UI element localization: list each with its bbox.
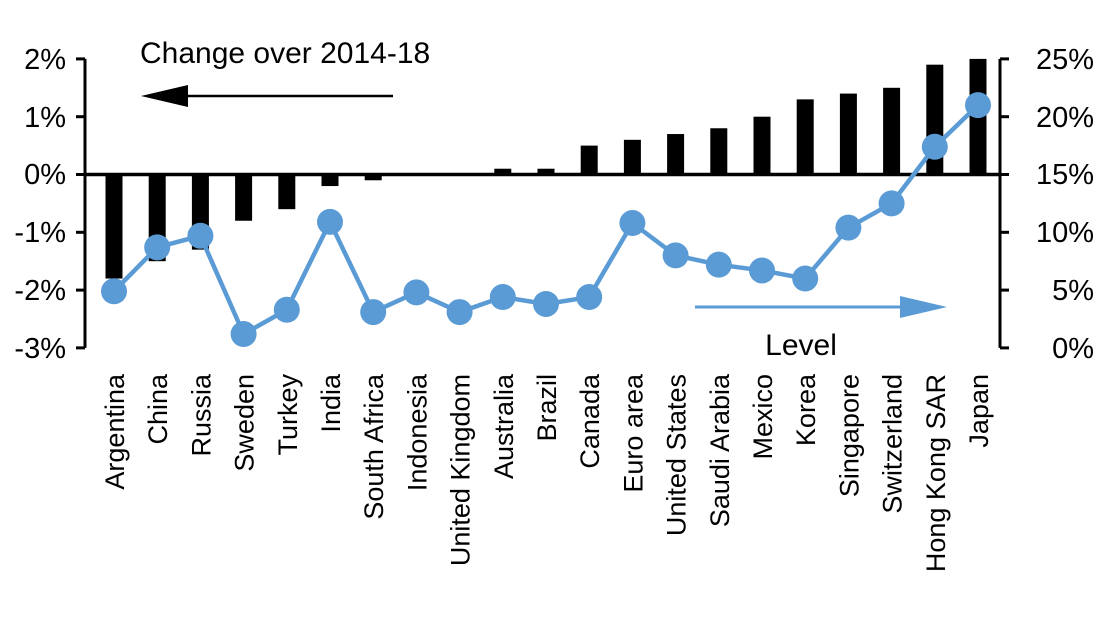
category-axis-labels: Argentina China Russia Sweden Turkey India Sou… (100, 373, 994, 572)
category-label-united-states: United States (662, 374, 692, 536)
bar-turkey (278, 174, 296, 210)
bar-switzerland (883, 87, 901, 175)
line-marker-saudi-arabia (705, 251, 732, 278)
line-series (101, 92, 991, 348)
left-axis-labels: 2% 1% 0% -1% -2% -3% (14, 44, 66, 365)
category-label-hong-kong-sar: Hong Kong SAR (921, 374, 951, 572)
right-axis-labels: 25% 20% 15% 10% 5% 0% (1036, 44, 1094, 365)
left-axis-tick-label: 1% (24, 102, 66, 134)
bar-singapore (839, 93, 857, 175)
line-marker-turkey (273, 296, 300, 323)
bar-canada (580, 145, 598, 175)
category-label-saudi-arabia: Saudi Arabia (705, 373, 735, 527)
line-marker-china (144, 234, 171, 261)
line-marker-hong-kong-sar (921, 133, 948, 160)
level-arrow-right-icon (695, 296, 947, 318)
bar-india (321, 174, 339, 187)
category-label-australia: Australia (489, 373, 519, 479)
line-marker-argentina (101, 278, 127, 305)
left-axis-ticks (76, 57, 85, 350)
bar-united-states (667, 134, 685, 175)
left-axis-tick-label: 0% (24, 159, 66, 191)
line-marker-switzerland (878, 190, 905, 217)
line-marker-brazil (533, 290, 559, 317)
line-marker-mexico (749, 257, 775, 284)
bar-saudi-arabia (710, 128, 728, 175)
right-axis-tick-label: 5% (1052, 275, 1094, 307)
bar-mexico (753, 116, 771, 175)
category-label-argentina: Argentina (100, 373, 130, 490)
category-label-united-kingdom: United Kingdom (446, 374, 476, 566)
line-marker-indonesia (403, 279, 430, 306)
bar-argentina (105, 174, 123, 279)
bar-euro-area (623, 139, 641, 175)
category-label-korea: Korea (791, 373, 821, 446)
right-axis-tick-label: 25% (1036, 44, 1094, 76)
category-label-japan: Japan (964, 374, 994, 448)
chart-title: Change over 2014-18 (140, 37, 430, 70)
left-axis-tick-label: -2% (14, 275, 66, 307)
category-label-russia: Russia (186, 373, 216, 457)
line-marker-singapore (835, 214, 862, 241)
category-label-mexico: Mexico (748, 374, 778, 460)
line-marker-united-kingdom (446, 299, 473, 326)
left-axis-tick-label: -1% (14, 217, 66, 249)
right-axis-tick-label: 20% (1036, 102, 1094, 134)
bar-brazil (537, 168, 555, 175)
line-marker-india (317, 208, 343, 235)
category-label-euro-area: Euro area (618, 373, 648, 493)
bar-south-africa (364, 174, 382, 181)
right-axis-tick-label: 10% (1036, 217, 1094, 249)
level-annotation-label: Level (765, 329, 837, 362)
category-label-singapore: Singapore (834, 374, 864, 497)
category-label-switzerland: Switzerland (878, 374, 908, 514)
change-arrow-left-icon (141, 85, 393, 107)
line-marker-united-states (662, 242, 689, 269)
line-marker-japan (965, 92, 991, 119)
category-label-brazil: Brazil (532, 374, 562, 442)
line-marker-korea (792, 265, 819, 292)
bar-australia (494, 168, 512, 175)
category-label-turkey: Turkey (273, 374, 303, 456)
category-label-india: India (316, 373, 346, 433)
bar-series (105, 58, 987, 279)
line-marker-russia (187, 222, 214, 249)
line-marker-canada (576, 284, 603, 311)
bar-sweden (235, 174, 253, 221)
category-label-south-africa: South Africa (359, 373, 389, 520)
left-axis-tick-label: 2% (24, 44, 66, 76)
line-marker-euro-area (619, 210, 646, 237)
category-label-sweden: Sweden (230, 374, 260, 472)
left-axis-tick-label: -3% (14, 333, 66, 365)
line-marker-australia (489, 284, 516, 311)
category-label-canada: Canada (575, 373, 605, 469)
line-marker-sweden (230, 321, 257, 348)
line-marker-south-africa (360, 299, 387, 326)
right-axis-tick-label: 0% (1052, 333, 1094, 365)
category-label-indonesia: Indonesia (402, 373, 432, 491)
right-axis-tick-label: 15% (1036, 159, 1094, 191)
bar-korea (796, 99, 814, 175)
category-label-china: China (143, 373, 173, 445)
